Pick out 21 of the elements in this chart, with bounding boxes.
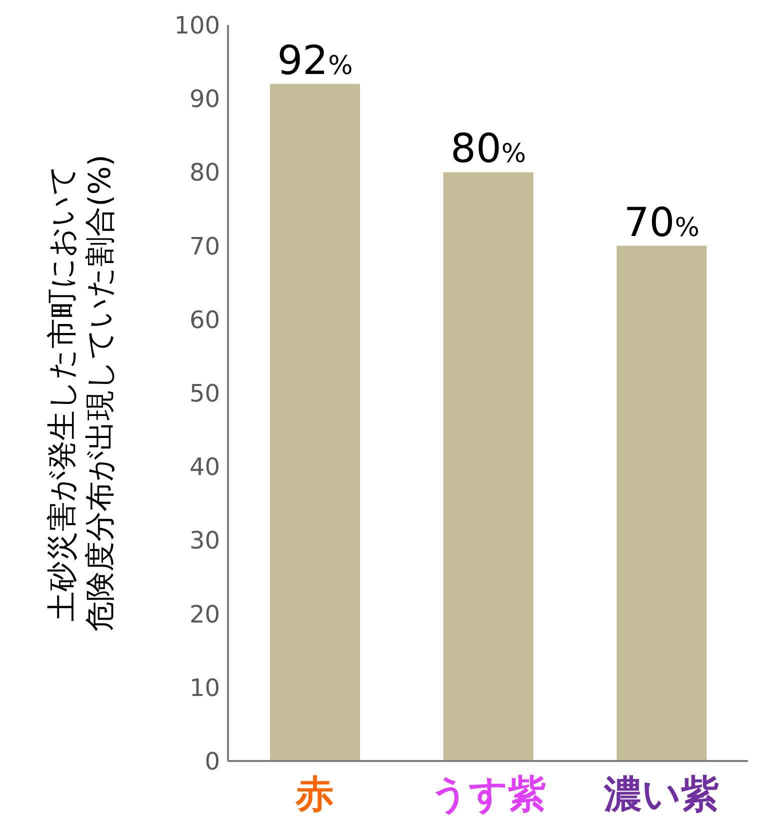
y-tick-label: 40 xyxy=(189,453,220,482)
y-axis-title: 土砂災害が発生した市町において危険度分布が出現していた割合(%) xyxy=(45,154,118,632)
data-label: 70% xyxy=(624,200,700,246)
bar xyxy=(443,172,534,761)
x-tick-label: 濃い紫 xyxy=(602,772,719,816)
y-tick-label: 80 xyxy=(189,158,220,187)
y-tick-label: 70 xyxy=(189,232,220,260)
bar xyxy=(270,84,360,761)
x-tick-label: 赤 xyxy=(294,772,334,816)
y-tick-label: 30 xyxy=(189,526,220,555)
y-tick-label: 0 xyxy=(204,748,220,776)
data-label: 80% xyxy=(450,126,526,172)
y-tick-label: 50 xyxy=(189,380,220,408)
y-tick-label: 10 xyxy=(189,674,220,702)
y-tick-label: 90 xyxy=(189,85,220,114)
data-label: 92% xyxy=(277,38,353,84)
y-tick-label: 20 xyxy=(189,600,220,628)
y-tick-label: 100 xyxy=(174,12,220,40)
y-tick-label: 60 xyxy=(189,306,220,334)
x-tick-label: うす紫 xyxy=(430,772,546,816)
bar xyxy=(616,246,707,761)
